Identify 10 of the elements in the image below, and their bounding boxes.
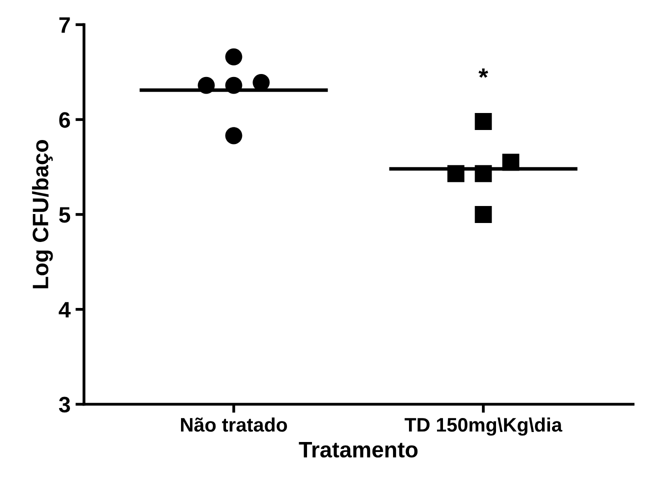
y-tick-label: 3: [58, 396, 70, 413]
y-axis-title: Log CFU/baço: [32, 140, 53, 288]
y-tick-label: 5: [59, 207, 70, 223]
y-tick-label: 6: [59, 112, 70, 128]
x-tick-label: Não tratado: [181, 417, 287, 432]
x-axis-title: Tratamento: [298, 442, 418, 458]
annotation: *: [478, 68, 488, 78]
y-tick-label: 7: [59, 17, 70, 33]
y-tick-label: 4: [58, 302, 71, 318]
x-tick-label: TD 150mg\Kg\dia: [404, 417, 562, 436]
